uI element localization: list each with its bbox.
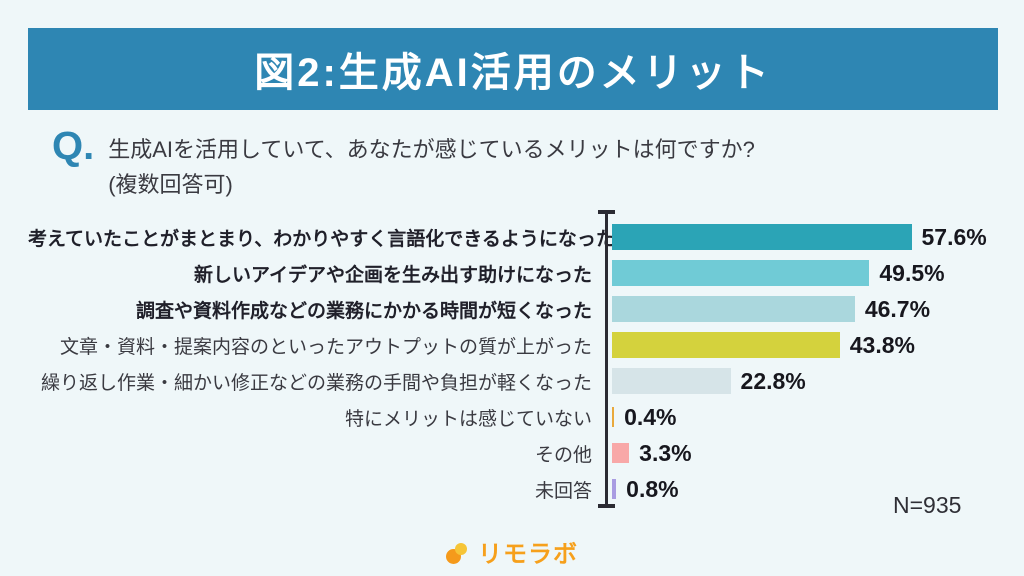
bar-row: 考えていたことがまとまり、わかりやすく言語化できるようになった 57.6%	[28, 219, 1008, 255]
bar-row: 文章・資料・提案内容のといったアウトプットの質が上がった 43.8%	[28, 327, 1008, 363]
bar-category-label: 文章・資料・提案内容のといったアウトプットの質が上がった	[59, 336, 592, 358]
question-block: Q. 生成AIを活用していて、あなたが感じているメリットは何ですか? (複数回答…	[52, 126, 755, 202]
y-axis-line	[605, 212, 608, 506]
bar-zone: 46.7%	[612, 296, 930, 323]
bar-row: 繰り返し作業・細かい修正などの業務の手間や負担が軽くなった 22.8%	[28, 363, 1008, 399]
bar-category-label: その他	[534, 444, 592, 466]
bar-value-label: 46.7%	[864, 295, 931, 322]
bar-value-label: 0.8%	[626, 475, 679, 502]
brand-logo-text: リモラボ	[478, 541, 578, 568]
question-icon: Q.	[52, 124, 95, 168]
question-line1: 生成AIを活用していて、あなたが感じているメリットは何ですか?	[108, 137, 755, 162]
bar	[612, 224, 912, 250]
bar-category-label: 繰り返し作業・細かい修正などの業務の手間や負担が軽くなった	[40, 372, 592, 394]
bar-zone: 0.4%	[612, 404, 677, 431]
bar-chart: 考えていたことがまとまり、わかりやすく言語化できるようになった 57.6% 新し…	[28, 210, 1008, 508]
bar-zone: 0.8%	[612, 476, 679, 503]
bar-row: 特にメリットは感じていない 0.4%	[28, 399, 1008, 435]
bar-row: 未回答 0.8%	[28, 471, 1008, 507]
bar-value-label: 49.5%	[879, 259, 945, 286]
bar	[612, 332, 840, 358]
bar-zone: 43.8%	[612, 332, 915, 359]
bar-value-label: 22.8%	[740, 367, 806, 394]
question-line2: (複数回答可)	[108, 172, 233, 197]
chart-title-banner: 図2:生成AI活用のメリット	[28, 28, 998, 110]
bar-rows: 考えていたことがまとまり、わかりやすく言語化できるようになった 57.6% 新し…	[28, 219, 1008, 507]
bar-row: 調査や資料作成などの業務にかかる時間が短くなった 46.7%	[28, 291, 1008, 327]
bar-value-label: 43.8%	[849, 331, 915, 358]
bar-category-label: 新しいアイデアや企画を生み出す助けになった	[193, 264, 592, 286]
bar	[612, 443, 630, 463]
y-axis-top-cap	[598, 210, 615, 214]
remolabo-circles-icon	[446, 539, 472, 565]
bar	[612, 479, 617, 499]
bar-row: 新しいアイデアや企画を生み出す助けになった 49.5%	[28, 255, 1008, 291]
bar	[612, 368, 731, 394]
bar-zone: 22.8%	[612, 368, 806, 395]
bar-category-label: 未回答	[534, 480, 592, 502]
bar-zone: 57.6%	[612, 224, 987, 251]
bar-category-label: 特にメリットは感じていない	[344, 408, 592, 430]
bar	[612, 407, 615, 427]
bar	[612, 260, 870, 286]
question-text: 生成AIを活用していて、あなたが感じているメリットは何ですか? (複数回答可)	[108, 126, 755, 202]
logo-yellow-circle	[455, 542, 467, 555]
y-axis-bottom-cap	[598, 504, 615, 508]
bar-value-label: 3.3%	[639, 439, 692, 466]
bar-category-label: 考えていたことがまとまり、わかりやすく言語化できるようになった	[28, 228, 615, 250]
bar-category-label: 調査や資料作成などの業務にかかる時間が短くなった	[135, 300, 592, 322]
bar-value-label: 0.4%	[624, 403, 677, 430]
bar	[612, 296, 855, 322]
brand-logo: リモラボ	[0, 534, 1024, 569]
page-title: 図2:生成AI活用のメリット	[254, 51, 772, 95]
bar-zone: 49.5%	[612, 260, 945, 287]
sample-size-label: N=935	[893, 492, 962, 518]
bar-value-label: 57.6%	[921, 223, 987, 250]
bar-row: その他 3.3%	[28, 435, 1008, 471]
bar-zone: 3.3%	[612, 440, 692, 467]
